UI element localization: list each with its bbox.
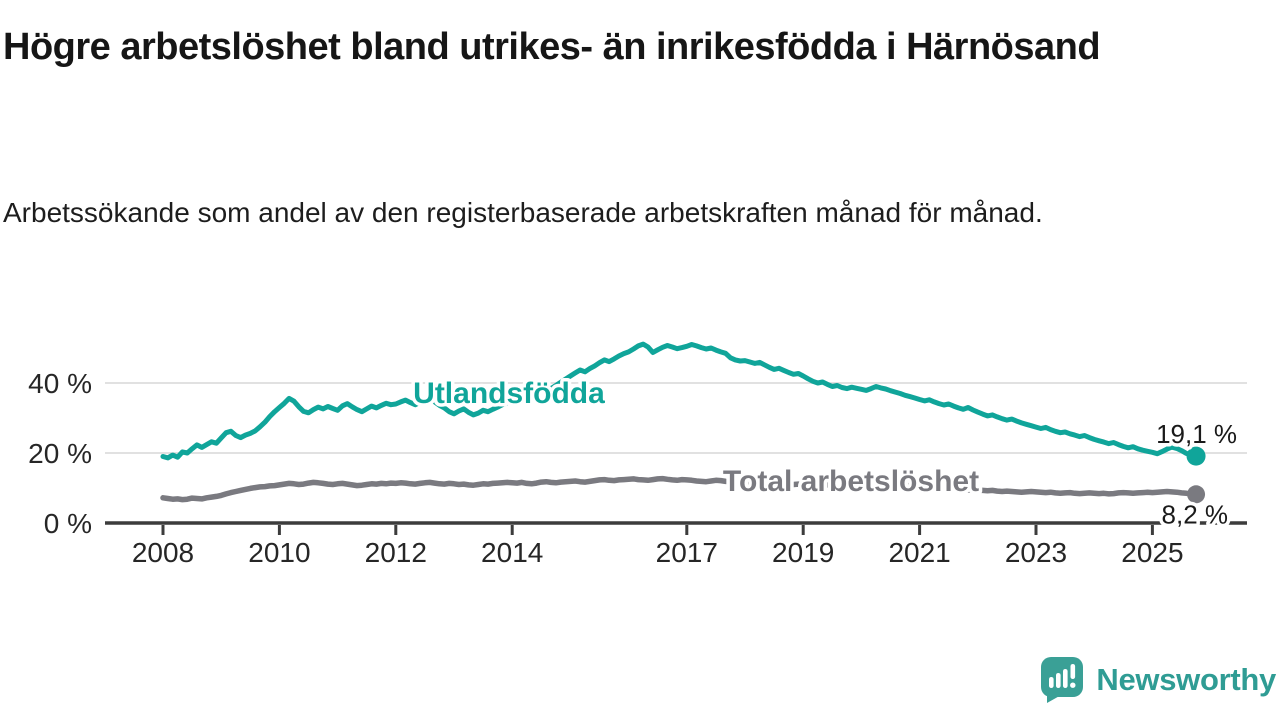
- x-tick-label-2012: 2012: [365, 537, 427, 568]
- end-value-label-1: 8,2 %: [1162, 499, 1229, 529]
- x-tick-label-2014: 2014: [481, 537, 543, 568]
- x-tick-label-2017: 2017: [656, 537, 718, 568]
- bar-chart-speech-bubble-icon: [1041, 657, 1084, 703]
- x-tick-label-2025: 2025: [1121, 537, 1183, 568]
- y-tick-label-0: 0 %: [44, 508, 92, 539]
- x-tick-label-2008: 2008: [132, 537, 194, 568]
- x-tick-label-2023: 2023: [1005, 537, 1067, 568]
- series-label-1: Total arbetslöshet: [723, 465, 979, 498]
- x-tick-label-2019: 2019: [772, 537, 834, 568]
- x-tick-label-2021: 2021: [888, 537, 950, 568]
- series-end-dot-0: [1186, 446, 1206, 466]
- end-value-label-0: 19,1 %: [1156, 419, 1237, 449]
- y-tick-label-20: 20 %: [28, 438, 92, 469]
- series-end-dot-1: [1187, 485, 1206, 504]
- newsworthy-logo: Newsworthy: [1040, 656, 1276, 704]
- x-tick-label-2010: 2010: [248, 537, 310, 568]
- newsworthy-brand-text: Newsworthy: [1096, 662, 1276, 697]
- series-label-0: Utlandsfödda: [413, 377, 605, 410]
- series-line-1: [160, 475, 1199, 503]
- y-tick-label-40: 40 %: [28, 368, 92, 399]
- chart-title: Högre arbetslöshet bland utrikes- än inr…: [3, 26, 1101, 68]
- series-line-0: [160, 341, 1199, 461]
- chart-subtitle: Arbetssökande som andel av den registerb…: [3, 197, 1043, 228]
